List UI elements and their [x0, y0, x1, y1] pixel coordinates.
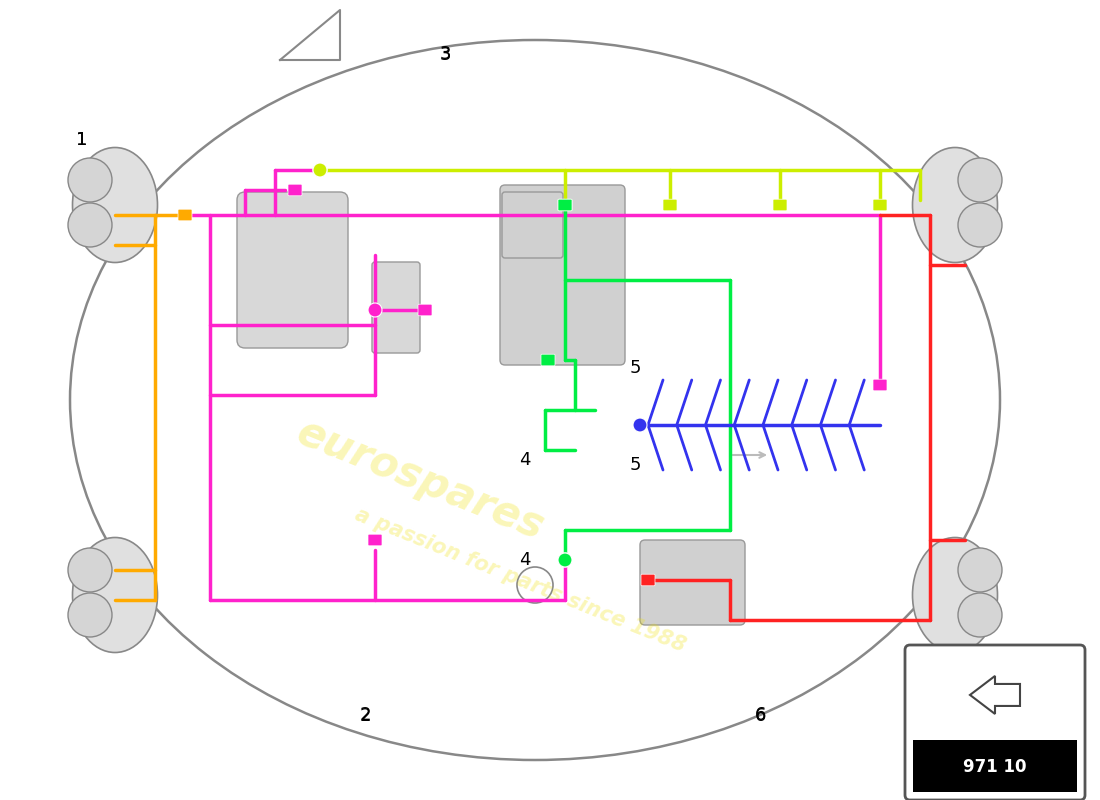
- FancyBboxPatch shape: [288, 184, 302, 196]
- Circle shape: [68, 593, 112, 637]
- Text: eurospares: eurospares: [290, 411, 550, 549]
- Circle shape: [958, 203, 1002, 247]
- Bar: [913, 740, 1077, 792]
- FancyBboxPatch shape: [500, 185, 625, 365]
- Text: 1: 1: [76, 131, 88, 149]
- Text: 2: 2: [360, 706, 371, 724]
- Circle shape: [314, 163, 327, 177]
- FancyBboxPatch shape: [641, 574, 654, 586]
- Circle shape: [314, 163, 327, 177]
- Text: 4: 4: [519, 451, 530, 469]
- Circle shape: [958, 548, 1002, 592]
- Text: 6: 6: [755, 706, 766, 724]
- Ellipse shape: [73, 147, 157, 262]
- Circle shape: [368, 303, 382, 317]
- FancyArrow shape: [970, 676, 1020, 714]
- FancyBboxPatch shape: [178, 210, 192, 221]
- Text: 6: 6: [755, 707, 766, 725]
- FancyBboxPatch shape: [502, 192, 563, 258]
- Text: 3: 3: [439, 46, 451, 63]
- FancyBboxPatch shape: [873, 379, 887, 391]
- Circle shape: [68, 548, 112, 592]
- Ellipse shape: [73, 538, 157, 653]
- FancyBboxPatch shape: [368, 534, 382, 546]
- Text: 5: 5: [629, 359, 640, 377]
- Ellipse shape: [70, 40, 1000, 760]
- Text: 3: 3: [439, 46, 451, 64]
- FancyBboxPatch shape: [640, 540, 745, 625]
- FancyBboxPatch shape: [558, 199, 572, 211]
- FancyBboxPatch shape: [236, 192, 348, 348]
- FancyBboxPatch shape: [372, 262, 420, 353]
- Circle shape: [958, 593, 1002, 637]
- FancyBboxPatch shape: [663, 199, 676, 211]
- Text: 1: 1: [76, 131, 88, 149]
- Text: a passion for parts since 1988: a passion for parts since 1988: [352, 504, 689, 656]
- Circle shape: [632, 418, 647, 432]
- Circle shape: [517, 567, 553, 603]
- Circle shape: [68, 203, 112, 247]
- Circle shape: [558, 553, 572, 567]
- Text: 2: 2: [360, 707, 371, 725]
- FancyBboxPatch shape: [773, 199, 786, 211]
- FancyBboxPatch shape: [558, 199, 572, 211]
- Circle shape: [68, 158, 112, 202]
- FancyBboxPatch shape: [418, 304, 432, 316]
- FancyBboxPatch shape: [541, 354, 556, 366]
- FancyBboxPatch shape: [873, 199, 887, 211]
- Circle shape: [558, 553, 572, 567]
- Ellipse shape: [913, 147, 998, 262]
- FancyBboxPatch shape: [905, 645, 1085, 800]
- Text: 4: 4: [519, 551, 530, 569]
- Ellipse shape: [913, 538, 998, 653]
- Text: 971 10: 971 10: [964, 758, 1026, 777]
- Circle shape: [958, 158, 1002, 202]
- Text: 5: 5: [629, 456, 640, 474]
